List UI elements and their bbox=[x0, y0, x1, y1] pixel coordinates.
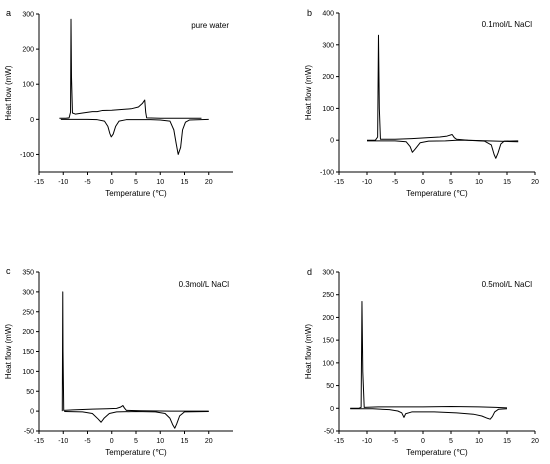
x-axis-label: Temperature (℃) bbox=[406, 189, 468, 198]
x-tick-label: -5 bbox=[84, 179, 90, 186]
x-tick-label: 20 bbox=[205, 438, 213, 445]
x-tick-label: -10 bbox=[362, 179, 372, 186]
y-tick-label: 300 bbox=[322, 270, 334, 277]
x-tick-label: 10 bbox=[156, 438, 164, 445]
x-tick-label: 0 bbox=[110, 438, 114, 445]
x-tick-label: 0 bbox=[421, 179, 425, 186]
panel-d: -15 -10 -5 0 5 10 15 20-50050100150200250300Tem… bbox=[304, 267, 539, 457]
x-tick-label: 10 bbox=[156, 179, 164, 186]
y-tick-label: 250 bbox=[22, 309, 34, 316]
y-axis-label: Heat flow (mW) bbox=[304, 65, 313, 120]
y-tick-label: 200 bbox=[22, 329, 34, 336]
y-tick-label: 100 bbox=[322, 360, 334, 367]
series-line-lower bbox=[350, 408, 508, 420]
x-tick-label: -5 bbox=[392, 438, 398, 445]
y-tick-label: 50 bbox=[326, 383, 334, 390]
y-axis-label: Heat flow (mW) bbox=[4, 65, 13, 120]
x-tick-label: -5 bbox=[84, 438, 90, 445]
y-tick-label: -100 bbox=[20, 152, 34, 159]
y-tick-label: 100 bbox=[22, 369, 34, 376]
panel-annotation: 0.5mol/L NaCl bbox=[482, 280, 533, 289]
y-tick-label: -50 bbox=[24, 429, 34, 436]
y-tick-label: 300 bbox=[22, 12, 34, 19]
x-tick-label: 5 bbox=[449, 179, 453, 186]
panel-annotation: 0.1mol/L NaCl bbox=[482, 20, 533, 29]
x-tick-label: -5 bbox=[392, 179, 398, 186]
x-tick-label: 20 bbox=[205, 179, 213, 186]
y-tick-label: 100 bbox=[322, 106, 334, 113]
panel-a: -15 -10 -5 0 5 10 15 20 -100 0 100 200 300 Temperatur… bbox=[4, 8, 233, 198]
y-tick-label: 250 bbox=[322, 292, 334, 299]
y-tick-label: 150 bbox=[22, 349, 34, 356]
x-tick-label: 20 bbox=[531, 179, 539, 186]
y-axis-label: Heat flow (mW) bbox=[4, 324, 13, 379]
panel-letter: c bbox=[6, 266, 11, 276]
x-tick-label: 20 bbox=[531, 438, 539, 445]
y-tick-label: 50 bbox=[26, 389, 34, 396]
y-axis-label: Heat flow (mW) bbox=[304, 324, 313, 379]
x-tick-label: 10 bbox=[475, 179, 483, 186]
x-tick-label: -10 bbox=[58, 179, 68, 186]
x-tick-label: -15 bbox=[334, 438, 344, 445]
series-line-lower bbox=[60, 118, 209, 155]
x-axis-label: Temperature (℃) bbox=[105, 189, 167, 198]
x-tick-label: -15 bbox=[334, 179, 344, 186]
y-tick-label: 100 bbox=[22, 82, 34, 89]
y-tick-label: 200 bbox=[22, 47, 34, 54]
x-tick-label: -10 bbox=[362, 438, 372, 445]
series-line-upper bbox=[61, 291, 209, 412]
x-tick-label: 15 bbox=[181, 179, 189, 186]
x-tick-label: 5 bbox=[449, 438, 453, 445]
series-line-lower bbox=[367, 139, 519, 159]
x-tick-label: 0 bbox=[421, 438, 425, 445]
y-tick-label: 0 bbox=[330, 406, 334, 413]
x-tick-label: 10 bbox=[475, 438, 483, 445]
y-tick-label: 300 bbox=[322, 42, 334, 49]
series-line-upper bbox=[350, 301, 508, 409]
y-tick-label: 150 bbox=[322, 338, 334, 345]
series-line-lower bbox=[64, 411, 209, 429]
x-tick-label: -15 bbox=[34, 179, 44, 186]
x-tick-label: 5 bbox=[134, 179, 138, 186]
x-axis-label: Temperature (℃) bbox=[105, 448, 167, 457]
x-tick-label: -10 bbox=[58, 438, 68, 445]
y-tick-label: 200 bbox=[322, 315, 334, 322]
panel-letter: d bbox=[307, 267, 312, 277]
x-tick-label: -15 bbox=[34, 438, 44, 445]
panel-annotation: pure water bbox=[191, 21, 229, 30]
x-tick-label: 0 bbox=[110, 179, 114, 186]
y-tick-label: 0 bbox=[30, 409, 34, 416]
panel-b: -15 -10 -5 0 5 10 15 20 -100 0 100 200 300 400 Tempera… bbox=[304, 8, 539, 198]
x-axis-label: Temperature (℃) bbox=[406, 448, 468, 457]
x-tick-label: 15 bbox=[503, 179, 511, 186]
x-tick-label: 15 bbox=[181, 438, 189, 445]
panel-c: -15 -10 -5 0 5 10 15 20-50050100150200250300350… bbox=[4, 266, 233, 457]
panel-letter: a bbox=[6, 8, 11, 18]
panel-annotation: 0.3mol/L NaCl bbox=[179, 280, 230, 289]
x-tick-label: 5 bbox=[134, 438, 138, 445]
y-tick-label: -100 bbox=[320, 170, 334, 177]
panel-letter: b bbox=[307, 8, 312, 18]
y-tick-label: 400 bbox=[322, 11, 334, 18]
y-tick-label: 300 bbox=[22, 289, 34, 296]
y-tick-label: 0 bbox=[30, 117, 34, 124]
y-tick-label: -50 bbox=[324, 429, 334, 436]
series-line-upper bbox=[59, 18, 202, 119]
y-tick-label: 0 bbox=[330, 138, 334, 145]
y-tick-label: 350 bbox=[22, 270, 34, 277]
series-line-upper bbox=[367, 34, 519, 143]
y-tick-label: 200 bbox=[322, 74, 334, 81]
x-tick-label: 15 bbox=[503, 438, 511, 445]
